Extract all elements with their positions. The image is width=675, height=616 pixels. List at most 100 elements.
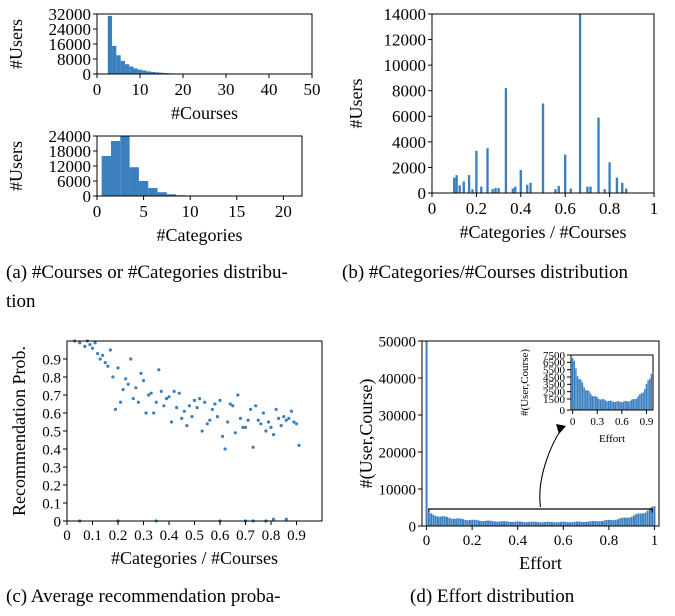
d-plot-frame (421, 340, 660, 527)
b-bar (494, 187, 497, 193)
a_bottom-y-tick-label: 0 (83, 187, 92, 206)
d-bar (464, 519, 467, 526)
a_bottom-y-tick-label: 6000 (57, 172, 91, 191)
d_inset-bar (647, 380, 649, 410)
b-bar (589, 186, 592, 193)
c-point (198, 397, 202, 401)
a_bottom-bar (157, 192, 167, 196)
c-point (144, 411, 148, 415)
c-y-tick-label: 0.3 (42, 460, 61, 476)
d-bar (607, 519, 610, 526)
b-y-tick-label: 2000 (392, 158, 426, 177)
a_bottom-bar (138, 181, 149, 196)
c-x-tick-label: 0.7 (236, 528, 255, 544)
d-bar (446, 516, 449, 526)
d_inset-bar (571, 357, 574, 410)
a_top-x-tick-label: 40 (261, 80, 278, 99)
c-point (294, 422, 299, 426)
d-bar (500, 521, 503, 526)
c-point (238, 416, 242, 420)
d_inset-bar (585, 390, 587, 410)
c-point (200, 429, 204, 433)
c-point (297, 443, 301, 447)
d_inset-y-tick-label: 2500 (543, 387, 566, 399)
c-point (226, 420, 230, 424)
d-bar (439, 516, 442, 526)
c-point (162, 404, 166, 408)
c-point (251, 445, 255, 449)
a_top-bar (107, 15, 113, 74)
d-bar (639, 513, 642, 526)
b-y-tick-label: 4000 (392, 133, 426, 152)
d-bar (548, 521, 551, 526)
a_top-bar (129, 66, 134, 74)
d_inset-bar (601, 399, 603, 410)
caption-a-line2: tion (6, 291, 36, 312)
d-bar (635, 514, 638, 526)
d_inset-bar (603, 399, 605, 410)
d_inset-bar (573, 360, 575, 410)
c-x-tick-label: 0.4 (160, 528, 179, 544)
d-bar (596, 521, 599, 526)
a_bottom-x-tick-label: 0 (93, 202, 102, 221)
c-point (101, 353, 105, 357)
c-x-tick-label: 0.9 (287, 528, 306, 544)
c-x-tick-label: 0 (63, 528, 71, 544)
c-point (164, 397, 169, 401)
b-bar (514, 186, 517, 193)
a_bottom-x-tick-label: 5 (139, 202, 148, 221)
d_inset-y-tick-label: 1500 (543, 394, 566, 406)
d-bar (562, 521, 565, 526)
c-point (254, 404, 258, 408)
d_inset-bar (644, 389, 646, 410)
d-bar (487, 520, 490, 526)
d-bar (598, 521, 601, 526)
d_inset-bar (617, 401, 620, 410)
b-x-tick-label: 1 (650, 199, 659, 218)
d-bracket (428, 508, 653, 513)
c-x-tick-label: 0.5 (185, 528, 204, 544)
a_bottom-y-axis-label: #Users (6, 141, 26, 191)
d-bar (646, 510, 649, 526)
d-bar (566, 522, 569, 526)
a_top-x-axis-label: #Courses (171, 103, 238, 123)
a_bottom-bar (110, 141, 121, 196)
b-bar (486, 148, 489, 193)
d_inset-bar (581, 382, 584, 410)
a_bottom-y-tick-label: 18000 (49, 142, 92, 161)
c-point (106, 364, 110, 368)
b-bar (586, 186, 589, 193)
b-bar (453, 177, 456, 193)
c-point (246, 418, 250, 422)
c-y-tick-label: 0.1 (42, 496, 61, 512)
b-bar (480, 186, 483, 193)
d-bar (498, 521, 501, 526)
c-point (274, 407, 278, 411)
d_inset-bar (632, 398, 635, 410)
d_inset-y-tick-label: 5500 (543, 365, 566, 377)
d-bar (555, 522, 558, 526)
b-bar (608, 162, 611, 193)
d-bar (507, 521, 510, 526)
c-point (169, 420, 174, 424)
d-x-tick-label: 1 (651, 533, 659, 549)
c-point (83, 344, 87, 348)
d-bar (585, 521, 588, 526)
c-y-tick-label: 0.4 (42, 442, 61, 458)
b-bar (471, 189, 474, 193)
d-bar (591, 520, 594, 526)
c-point (231, 404, 235, 408)
d_inset-y-axis-label: #(User,Course) (519, 349, 531, 416)
d_inset-x-tick-label: 0 (570, 416, 576, 428)
d-bar (482, 521, 485, 526)
d-bar (496, 521, 499, 526)
d_inset-bar (575, 368, 577, 410)
d_inset-bar (629, 400, 631, 410)
c-point (185, 424, 189, 428)
c-point (271, 517, 276, 521)
a_top-x-tick-label: 10 (132, 80, 149, 99)
a_top-bar (150, 71, 156, 74)
d-bar (452, 518, 455, 526)
c-point (264, 429, 268, 433)
d-bar (457, 518, 460, 526)
